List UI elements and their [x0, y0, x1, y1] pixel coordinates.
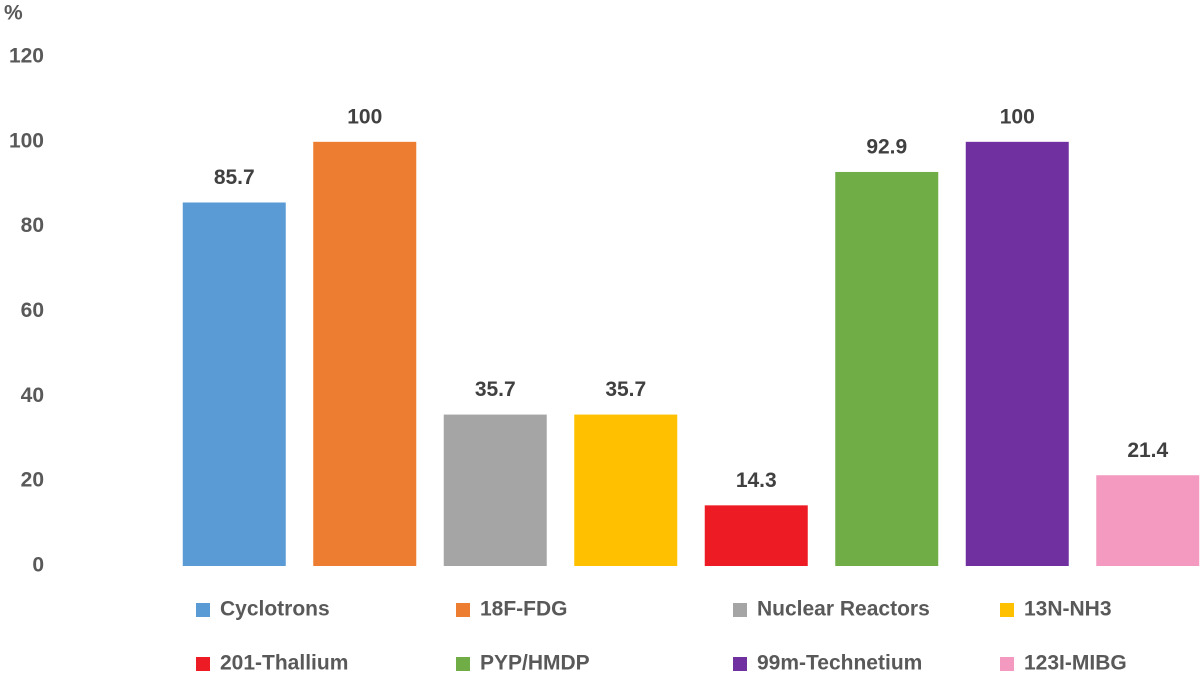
legend-swatch: [1000, 657, 1014, 671]
value-label: 92.9: [866, 135, 907, 158]
legend-swatch: [196, 657, 210, 671]
value-label: 14.3: [736, 469, 777, 492]
value-label: 35.7: [605, 378, 646, 401]
bar: [704, 505, 808, 566]
legend-label: 99m-Technetium: [757, 652, 922, 675]
bar: [313, 141, 417, 567]
y-tick-label: 100: [9, 129, 44, 152]
legend-swatch: [733, 603, 747, 617]
legend-swatch: [196, 603, 210, 617]
legend-swatch: [1000, 603, 1014, 617]
bar: [443, 414, 547, 566]
y-tick-label: 80: [21, 214, 44, 237]
legend-label: Nuclear Reactors: [757, 598, 930, 621]
y-axis-label: %: [4, 2, 23, 25]
y-tick-label: 0: [32, 554, 44, 577]
legend-label: 13N-NH3: [1024, 598, 1112, 621]
value-label: 35.7: [475, 378, 516, 401]
legend-swatch: [456, 657, 470, 671]
value-label: 85.7: [214, 166, 255, 189]
legend-label: 201-Thallium: [220, 652, 348, 675]
y-tick-label: 20: [21, 469, 44, 492]
legend-label: Cyclotrons: [220, 598, 330, 621]
legend-label: PYP/HMDP: [480, 652, 590, 675]
bar: [182, 202, 286, 566]
value-label: 100: [347, 105, 382, 128]
legend-label: 18F-FDG: [480, 598, 568, 621]
legend-swatch: [733, 657, 747, 671]
y-tick-label: 120: [9, 45, 44, 68]
bar: [1096, 475, 1200, 566]
bar: [574, 414, 678, 566]
value-label: 21.4: [1127, 439, 1168, 462]
bar: [965, 141, 1069, 567]
legend-swatch: [456, 603, 470, 617]
y-tick-label: 40: [21, 384, 44, 407]
value-label: 100: [1000, 105, 1035, 128]
bar: [835, 171, 939, 567]
legend-label: 123I-MIBG: [1024, 652, 1127, 675]
y-tick-label: 60: [21, 299, 44, 322]
